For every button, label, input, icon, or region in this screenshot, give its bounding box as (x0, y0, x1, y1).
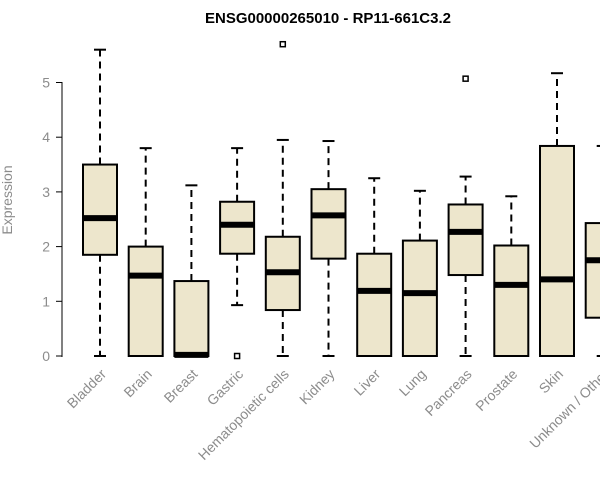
x-tick-label: Prostate (472, 366, 520, 414)
x-tick-label: Hematopoietic cells (195, 366, 292, 463)
box-iqr (401, 239, 438, 357)
box-iqr (310, 188, 347, 260)
outlier-point (233, 352, 241, 360)
box-gastric (219, 147, 256, 360)
box-kidney (310, 140, 347, 357)
outlier-point (462, 75, 469, 82)
box-breast (173, 184, 210, 358)
box-iqr (219, 200, 256, 255)
box-lung (401, 189, 438, 357)
y-tick-label: 1 (42, 293, 50, 309)
x-tick-label: Breast (161, 366, 201, 406)
y-tick-label: 2 (42, 239, 50, 255)
box-pancreas (447, 75, 484, 357)
chart-title: ENSG00000265010 - RP11-661C3.2 (205, 10, 451, 27)
y-tick-label: 4 (42, 129, 50, 145)
box-liver (356, 177, 393, 357)
x-tick-label: Kidney (296, 366, 338, 408)
x-tick-label: Brain (120, 366, 154, 400)
box-iqr (584, 222, 600, 319)
x-tick-label: Skin (536, 366, 567, 397)
y-axis-ticks: 0 1 2 3 4 5 (42, 75, 62, 364)
box-iqr (173, 280, 210, 358)
box-skin (539, 72, 575, 357)
x-tick-label: Gastric (204, 366, 247, 409)
box-prostate (493, 195, 530, 357)
box-iqr (447, 203, 484, 277)
box-iqr (356, 252, 393, 357)
x-tick-label: Bladder (64, 366, 110, 412)
x-tick-label: Lung (396, 366, 429, 399)
x-tick-label: Pancreas (422, 366, 475, 419)
y-tick-label: 0 (42, 348, 50, 364)
box-brain (127, 147, 164, 358)
outlier-point (279, 40, 287, 48)
y-axis-label: Expression (0, 165, 15, 234)
y-tick-label: 5 (42, 75, 50, 91)
box-series (82, 40, 600, 360)
box-iqr (127, 245, 164, 358)
box-unknown-other (584, 144, 600, 357)
box-iqr (539, 144, 575, 357)
box-iqr (82, 163, 118, 256)
x-tick-label: Liver (351, 366, 384, 399)
box-iqr (493, 244, 530, 357)
box-hematopoietic-cells (264, 40, 301, 357)
y-tick-label: 3 (42, 184, 50, 200)
box-bladder (82, 48, 118, 357)
